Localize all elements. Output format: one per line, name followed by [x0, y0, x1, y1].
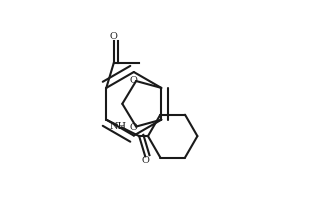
Text: O: O	[141, 156, 149, 165]
Text: O: O	[130, 123, 137, 132]
Text: O: O	[110, 33, 118, 41]
Text: O: O	[130, 76, 137, 85]
Text: NH: NH	[110, 122, 127, 131]
